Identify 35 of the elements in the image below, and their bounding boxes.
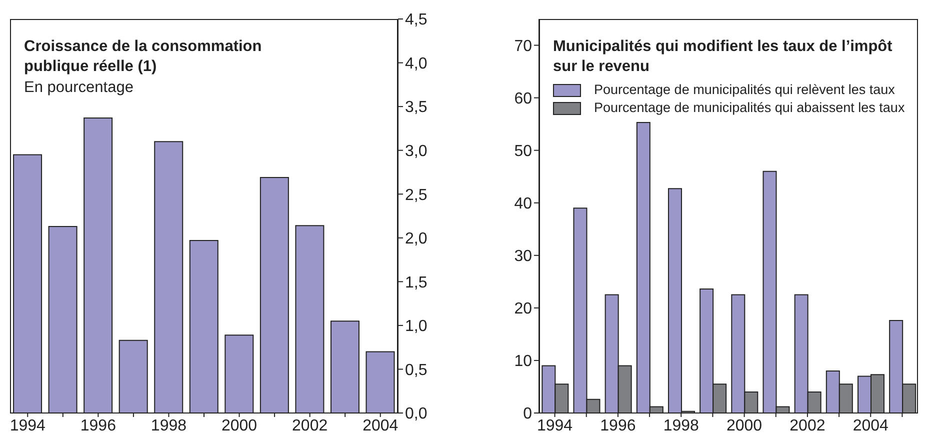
- x-tick-label: 2002: [292, 417, 328, 434]
- y-tick-label: 3,0: [405, 143, 428, 160]
- x-tick-label: 2000: [726, 417, 762, 434]
- y-tick-label: 30: [514, 248, 532, 266]
- y-tick-label: 20: [514, 300, 532, 318]
- x-tick-label: 1994: [10, 417, 46, 434]
- x-tick-label: 1998: [663, 417, 700, 434]
- y-tick-label: 2,5: [405, 186, 428, 204]
- y-tick-label: 60: [514, 90, 532, 108]
- y-tick-label: 10: [514, 353, 532, 370]
- text: Croissance de la consommation publique réelle (1): [24, 37, 263, 77]
- x-tick-label: 1996: [600, 417, 636, 434]
- x-tick-label: 2004: [852, 417, 889, 434]
- x-tick-label: 2004: [362, 417, 398, 434]
- y-tick-label: 0,0: [405, 406, 428, 423]
- y-tick-label: 0: [523, 406, 532, 423]
- y-tick-label: 4,5: [405, 12, 428, 29]
- legend-label: Pourcentage de municipalités qui abaissent les taux: [594, 99, 905, 117]
- x-tick-label: 2002: [790, 417, 826, 434]
- y-tick-label: 50: [514, 143, 532, 160]
- legend-label: Pourcentage de municipalités qui relèvent les taux: [594, 81, 895, 99]
- x-tick-label: 1994: [536, 417, 573, 434]
- text: En pourcentage: [24, 78, 134, 98]
- y-tick-label: 1,5: [405, 274, 428, 292]
- y-tick-label: 0,5: [405, 362, 428, 379]
- y-tick-label: 70: [514, 38, 532, 55]
- x-tick-label: 1996: [80, 417, 116, 434]
- y-tick-label: 1,0: [405, 318, 428, 336]
- y-tick-label: 3,5: [405, 99, 428, 116]
- y-tick-label: 2,0: [405, 230, 428, 248]
- y-tick-label: 40: [514, 196, 532, 213]
- x-tick-label: 1998: [150, 417, 187, 434]
- y-tick-label: 4,0: [405, 55, 428, 72]
- x-tick-label: 2000: [221, 417, 258, 434]
- text: Municipalités qui modifient les taux de l’impôt sur le revenu: [553, 37, 894, 77]
